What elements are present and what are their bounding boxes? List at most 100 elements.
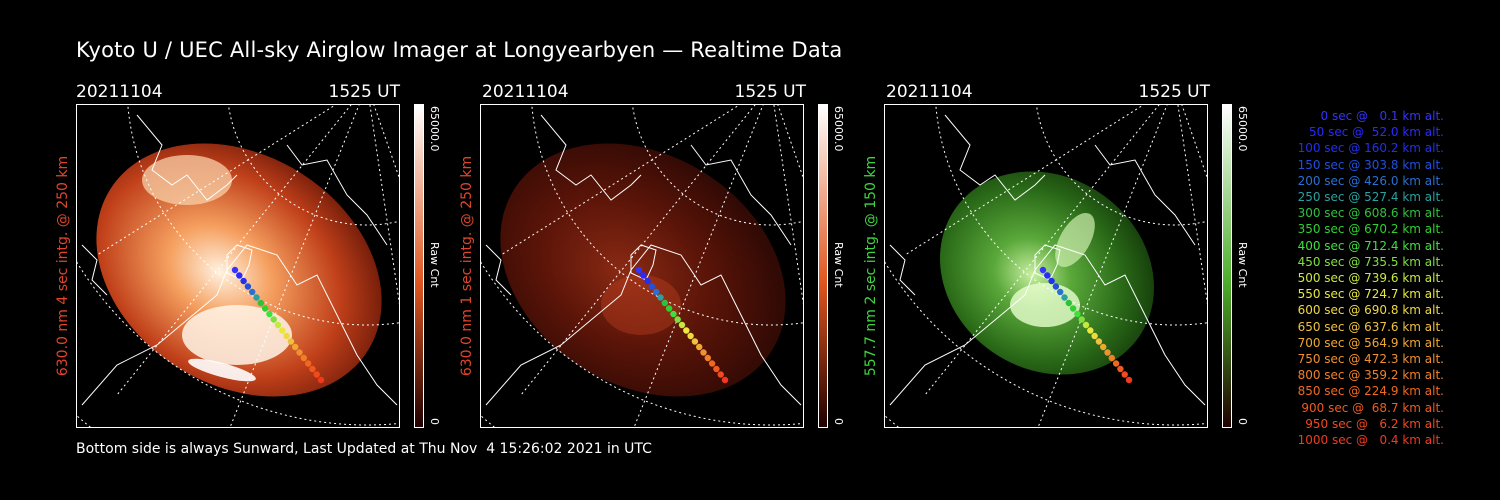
- legend-item: 650 sec @ 637.6 km alt.: [1297, 319, 1444, 334]
- panel1-colorbar-max: 65000.0: [428, 106, 441, 152]
- trajectory-point: [266, 310, 273, 318]
- latitude-circle: [531, 105, 803, 326]
- panel2-colorbar-unit: Raw Cnt: [832, 242, 845, 288]
- legend-item: 600 sec @ 690.8 km alt.: [1297, 303, 1444, 318]
- airglow-disk: [96, 143, 382, 397]
- aurora-patch: [182, 305, 292, 365]
- coastline: [889, 114, 1206, 406]
- panel2-colorbar: [818, 104, 828, 428]
- trajectory-point: [1087, 327, 1094, 334]
- legend-item: 200 sec @ 426.0 km alt.: [1297, 173, 1444, 188]
- trajectory-point: [1104, 349, 1111, 356]
- longitude-line: [904, 105, 1145, 256]
- longitude-line: [373, 105, 399, 179]
- trajectory-point: [683, 327, 690, 334]
- footer-note: Bottom side is always Sunward, Last Upda…: [76, 441, 652, 457]
- panel3-time: 1525 UT: [1138, 82, 1211, 102]
- legend-item: 450 sec @ 735.5 km alt.: [1297, 254, 1444, 269]
- trajectory-point: [317, 376, 325, 384]
- trajectory-point: [240, 277, 247, 285]
- panel2-ylabel: 630.0 nm 1 sec intg. @ 250 km: [459, 155, 475, 377]
- trajectory-point: [244, 283, 252, 290]
- legend-item: 350 sec @ 670.2 km alt.: [1297, 222, 1444, 237]
- trajectory-point: [231, 266, 239, 274]
- trajectory-point: [1100, 343, 1107, 351]
- trajectory-point: [691, 338, 699, 345]
- trajectory-point: [1048, 277, 1055, 285]
- trajectory-point: [287, 338, 295, 345]
- longitude-line: [500, 105, 741, 256]
- trajectory-point: [236, 272, 243, 279]
- trajectory-point: [249, 288, 256, 296]
- trajectory-point: [1039, 266, 1047, 274]
- trajectory-legend: 0 sec @ 0.1 km alt. 50 sec @ 52.0 km alt…: [1262, 108, 1444, 448]
- legend-item: 50 sec @ 52.0 km alt.: [1309, 125, 1444, 140]
- trajectory-point: [661, 299, 668, 307]
- trajectory-point: [635, 266, 643, 274]
- legend-item: 100 sec @ 160.2 km alt.: [1297, 141, 1444, 156]
- legend-item: 850 sec @ 224.9 km alt.: [1297, 384, 1444, 399]
- trajectory-point: [1091, 332, 1098, 340]
- trajectory-point: [717, 371, 724, 378]
- trajectory-point: [670, 310, 677, 318]
- trajectory-point: [1078, 316, 1085, 323]
- panel2-time: 1525 UT: [734, 82, 807, 102]
- trajectory-point: [700, 349, 707, 356]
- longitude-line: [1177, 105, 1207, 305]
- panel2-colorbar-max: 65000.0: [832, 106, 845, 152]
- panel2-colorbar-min: 0: [832, 418, 845, 425]
- trajectory-point: [1052, 283, 1060, 290]
- legend-item: 800 sec @ 359.2 km alt.: [1297, 368, 1444, 383]
- trajectory-point: [304, 360, 312, 367]
- trajectory-point: [1095, 338, 1103, 345]
- sky-image: [500, 143, 786, 397]
- trajectory-point: [687, 332, 694, 340]
- rocket-trajectory: [231, 266, 325, 384]
- trajectory-point: [1061, 294, 1068, 301]
- panel3-colorbar-min: 0: [1236, 418, 1249, 425]
- aurora-patch: [142, 155, 232, 205]
- trajectory-point: [696, 343, 703, 351]
- panel1-time: 1525 UT: [328, 82, 401, 102]
- panel2-image: [480, 104, 804, 428]
- panel2-date: 20211104: [482, 82, 569, 102]
- panel3-colorbar-max: 65000.0: [1236, 106, 1249, 152]
- longitude-line: [1181, 105, 1207, 179]
- page-title: Kyoto U / UEC All-sky Airglow Imager at …: [76, 38, 843, 62]
- aurora-patch: [1055, 212, 1095, 268]
- aurora-patch: [601, 275, 681, 335]
- longitude-line: [369, 105, 399, 305]
- latitude-circle: [935, 105, 1207, 326]
- panel1-colorbar-unit: Raw Cnt: [428, 242, 441, 288]
- trajectory-point: [644, 277, 651, 285]
- trajectory-point: [1112, 360, 1120, 367]
- trajectory-point: [1057, 288, 1064, 296]
- trajectory-point: [1044, 272, 1051, 279]
- trajectory-point: [1108, 354, 1115, 362]
- legend-item: 900 sec @ 68.7 km alt.: [1301, 400, 1444, 415]
- panel3-ylabel: 557.7 nm 2 sec intg. @ 150 km: [863, 155, 879, 377]
- trajectory-point: [279, 327, 286, 334]
- trajectory-point: [708, 360, 716, 367]
- trajectory-point: [292, 343, 299, 351]
- legend-item: 550 sec @ 724.7 km alt.: [1297, 287, 1444, 302]
- trajectory-point: [640, 272, 647, 279]
- longitude-line: [777, 105, 803, 179]
- legend-item: 300 sec @ 608.6 km alt.: [1297, 206, 1444, 221]
- trajectory-point: [257, 299, 264, 307]
- legend-item: 0 sec @ 0.1 km alt.: [1320, 109, 1445, 123]
- trajectory-point: [1121, 371, 1128, 378]
- legend-item: 950 sec @ 6.2 km alt.: [1305, 416, 1444, 431]
- panel3-colorbar-unit: Raw Cnt: [1236, 242, 1249, 288]
- longitude-line: [96, 105, 337, 256]
- legend-item: 250 sec @ 527.4 km alt.: [1297, 190, 1444, 205]
- trajectory-point: [253, 294, 260, 301]
- trajectory-point: [274, 321, 282, 329]
- legend-item: 400 sec @ 712.4 km alt.: [1297, 238, 1444, 253]
- legend-item: 700 sec @ 564.9 km alt.: [1297, 335, 1444, 350]
- trajectory-point: [674, 316, 681, 323]
- trajectory-point: [283, 332, 290, 340]
- panel3-colorbar: [1222, 104, 1232, 428]
- trajectory-point: [648, 283, 656, 290]
- trajectory-point: [1117, 365, 1124, 373]
